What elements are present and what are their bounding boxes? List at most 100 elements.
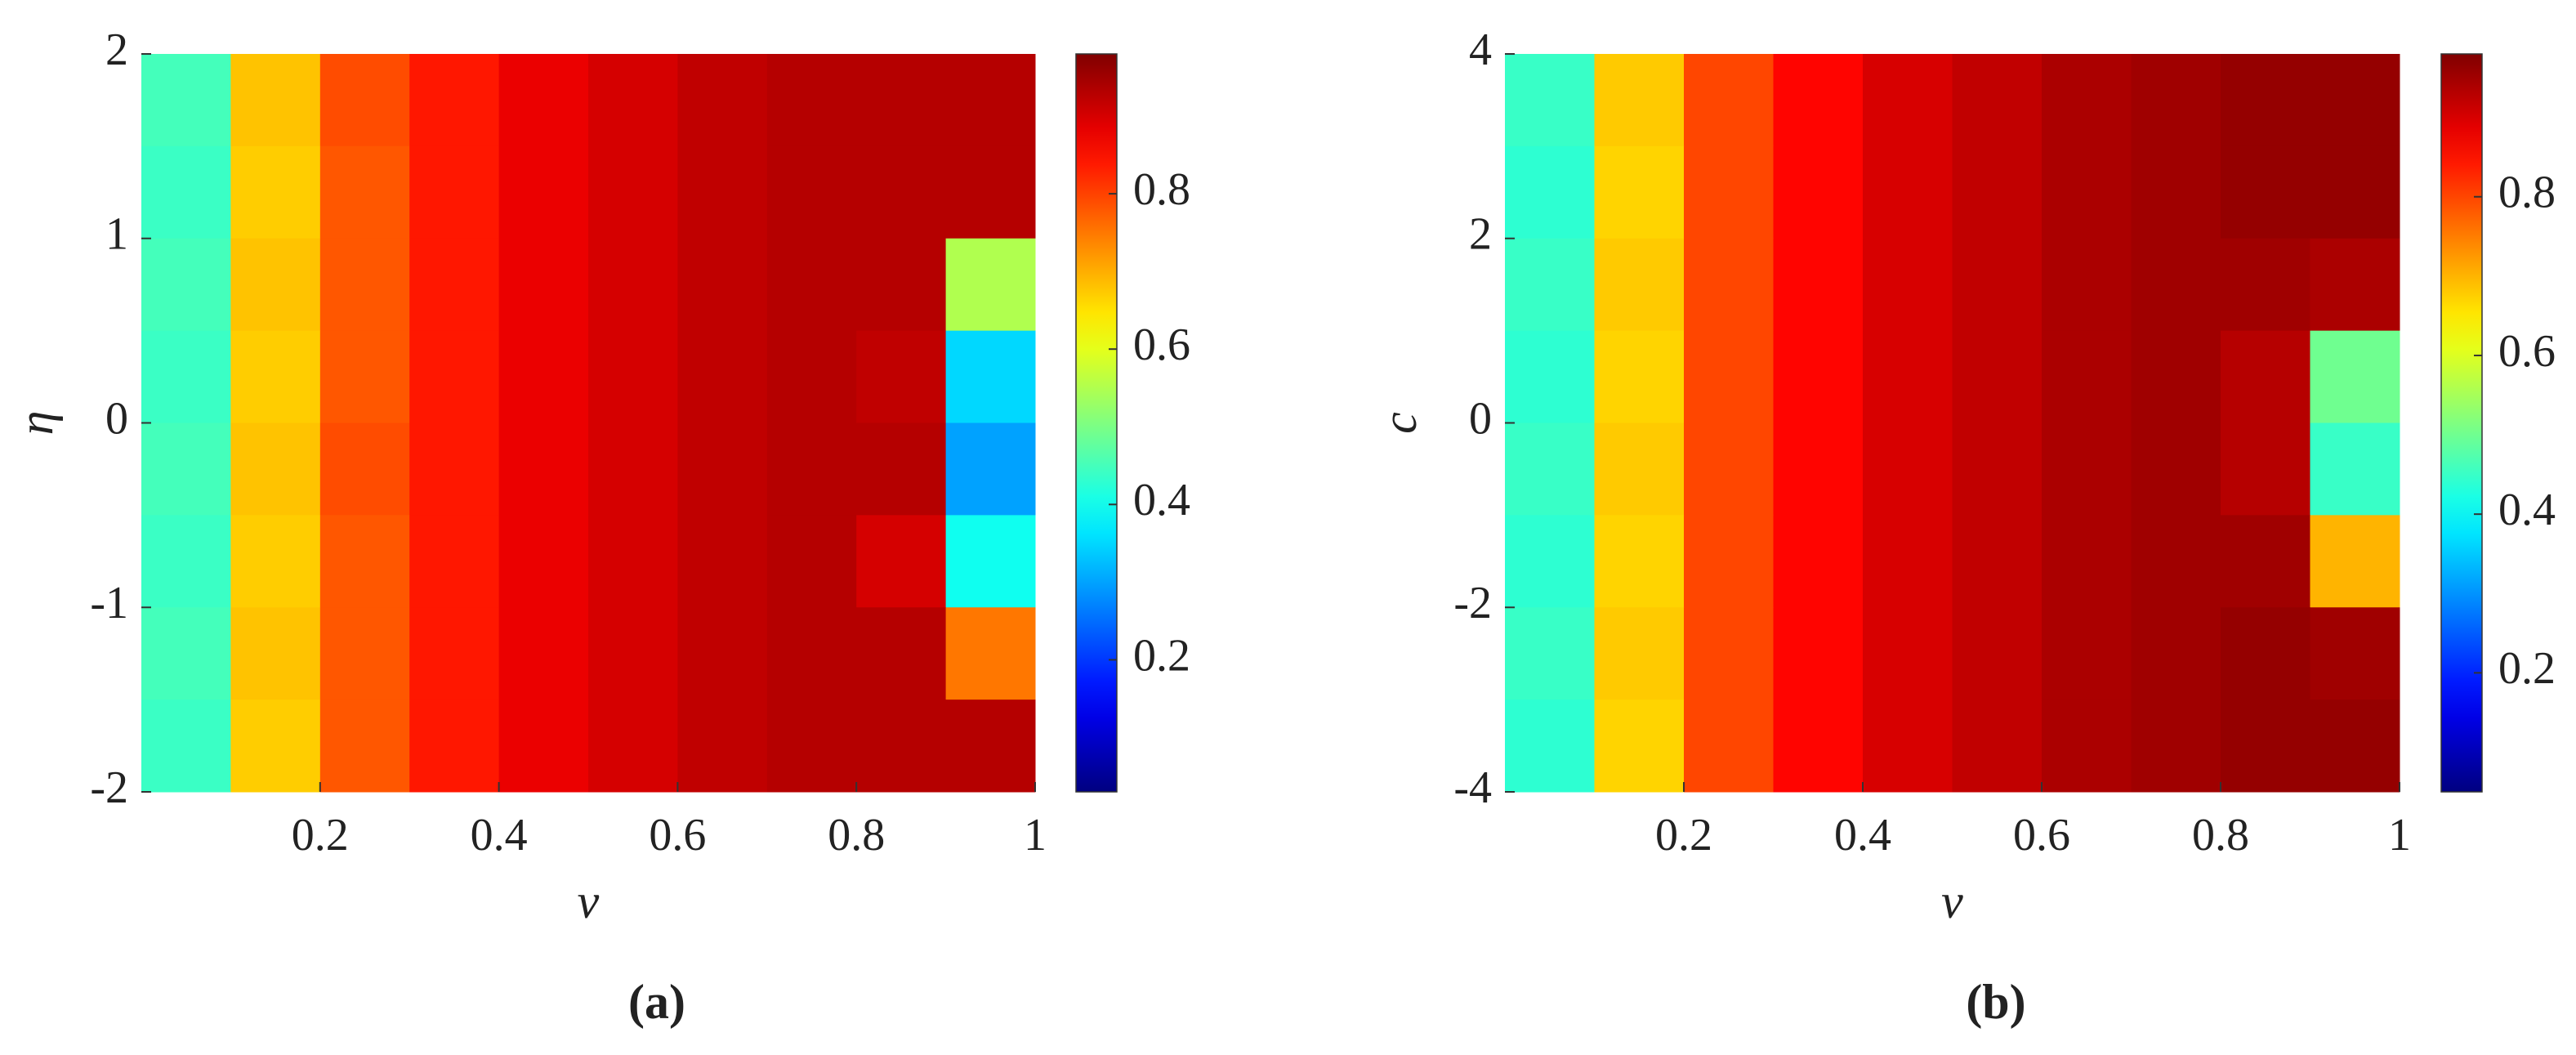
heat-cell bbox=[1594, 422, 1685, 516]
colorbar-tick-label: 0.8 bbox=[1133, 164, 1190, 215]
y-tick-label: 1 bbox=[105, 209, 128, 260]
heat-cell bbox=[230, 607, 321, 700]
panel-label: (a) bbox=[628, 975, 685, 1029]
heat-cell bbox=[2221, 54, 2310, 147]
heat-cell bbox=[945, 607, 1036, 700]
heat-cell bbox=[498, 54, 589, 147]
heat-cell bbox=[141, 607, 231, 700]
y-tick-label: -1 bbox=[90, 578, 128, 628]
heat-cell bbox=[230, 700, 321, 793]
heat-cell bbox=[1773, 330, 1864, 423]
heat-cell bbox=[1863, 700, 1953, 793]
heat-cell bbox=[588, 607, 678, 700]
heat-cell bbox=[141, 422, 231, 516]
heat-cell bbox=[1863, 238, 1953, 332]
heat-cell bbox=[588, 330, 678, 423]
heat-cell bbox=[141, 54, 231, 147]
heat-cell bbox=[1952, 515, 2042, 608]
heat-cell bbox=[2221, 238, 2310, 332]
heat-cell bbox=[230, 422, 321, 516]
heat-cell bbox=[1594, 238, 1685, 332]
heat-cell bbox=[2042, 238, 2132, 332]
heat-cell bbox=[2310, 515, 2400, 608]
heat-cell bbox=[856, 330, 947, 423]
heat-cell bbox=[409, 515, 500, 608]
heat-cell bbox=[1952, 607, 2042, 700]
heat-cell bbox=[945, 515, 1036, 608]
heat-cell bbox=[588, 422, 678, 516]
x-axis-label: v bbox=[1941, 874, 1963, 928]
heat-cell bbox=[319, 422, 410, 516]
heat-cell bbox=[1863, 422, 1953, 516]
y-tick-label: 0 bbox=[105, 393, 128, 444]
heat-cell bbox=[319, 54, 410, 147]
heat-cell bbox=[1952, 330, 2042, 423]
heat-cell bbox=[2131, 238, 2221, 332]
heat-cell bbox=[2131, 700, 2221, 793]
heat-cell bbox=[1505, 515, 1595, 608]
heat-cell bbox=[1863, 607, 1953, 700]
y-tick-label: -2 bbox=[90, 762, 128, 813]
heat-cell bbox=[230, 238, 321, 332]
heat-cell bbox=[2131, 145, 2221, 239]
heat-cell bbox=[1505, 54, 1595, 147]
heat-cell bbox=[1505, 330, 1595, 423]
heat-cell bbox=[409, 607, 500, 700]
heat-cell bbox=[766, 145, 857, 239]
colorbar-tick-label: 0.4 bbox=[2498, 485, 2556, 535]
heat-cell bbox=[498, 422, 589, 516]
heat-cell bbox=[856, 700, 947, 793]
heat-cell bbox=[1505, 422, 1595, 516]
heat-cell bbox=[856, 145, 947, 239]
heat-cell bbox=[2131, 330, 2221, 423]
heat-cell bbox=[319, 700, 410, 793]
heat-cell bbox=[2042, 422, 2132, 516]
heat-cell bbox=[409, 54, 500, 147]
heat-cell bbox=[2221, 700, 2310, 793]
heat-cell bbox=[2221, 422, 2310, 516]
heat-cell bbox=[230, 515, 321, 608]
heat-cell bbox=[498, 145, 589, 239]
heat-cell bbox=[1684, 145, 1774, 239]
heat-cell bbox=[856, 607, 947, 700]
heat-cell bbox=[588, 54, 678, 147]
heat-cell bbox=[1952, 54, 2042, 147]
heat-cell bbox=[677, 700, 768, 793]
heat-cell bbox=[1863, 515, 1953, 608]
y-tick-label: -4 bbox=[1453, 762, 1492, 813]
heat-cell bbox=[1505, 700, 1595, 793]
colorbar-tick-label: 0.6 bbox=[1133, 320, 1190, 370]
heat-cell bbox=[2221, 515, 2310, 608]
heat-cell bbox=[1863, 54, 1953, 147]
colorbar-tick-label: 0.2 bbox=[1133, 630, 1190, 681]
y-axis-label: η bbox=[9, 411, 63, 436]
x-tick-label: 1 bbox=[2388, 810, 2411, 861]
x-tick-label: 0.2 bbox=[292, 810, 349, 861]
heat-cell bbox=[319, 238, 410, 332]
colorbar-tick-label: 0.6 bbox=[2498, 326, 2556, 377]
heat-cell bbox=[2310, 330, 2400, 423]
heat-cell bbox=[677, 515, 768, 608]
heat-cell bbox=[1952, 422, 2042, 516]
heat-cell bbox=[319, 145, 410, 239]
heat-cell bbox=[1773, 422, 1864, 516]
heat-cell bbox=[588, 515, 678, 608]
heat-cell bbox=[2221, 607, 2310, 700]
heat-cell bbox=[2221, 330, 2310, 423]
heat-cell bbox=[588, 700, 678, 793]
panel-label: (b) bbox=[1966, 975, 2025, 1029]
heat-cell bbox=[2310, 607, 2400, 700]
heat-cell bbox=[1505, 145, 1595, 239]
x-axis-label: v bbox=[578, 874, 600, 928]
heat-cell bbox=[2131, 54, 2221, 147]
heat-cell bbox=[1952, 700, 2042, 793]
heat-cell bbox=[1684, 330, 1774, 423]
heat-cell bbox=[230, 330, 321, 423]
heat-cell bbox=[945, 145, 1036, 239]
colorbar-tick-label: 0.4 bbox=[1133, 475, 1190, 525]
heat-cell bbox=[409, 700, 500, 793]
heat-cell bbox=[945, 700, 1036, 793]
heat-cell bbox=[1594, 700, 1685, 793]
y-axis-label: c bbox=[1373, 412, 1426, 434]
